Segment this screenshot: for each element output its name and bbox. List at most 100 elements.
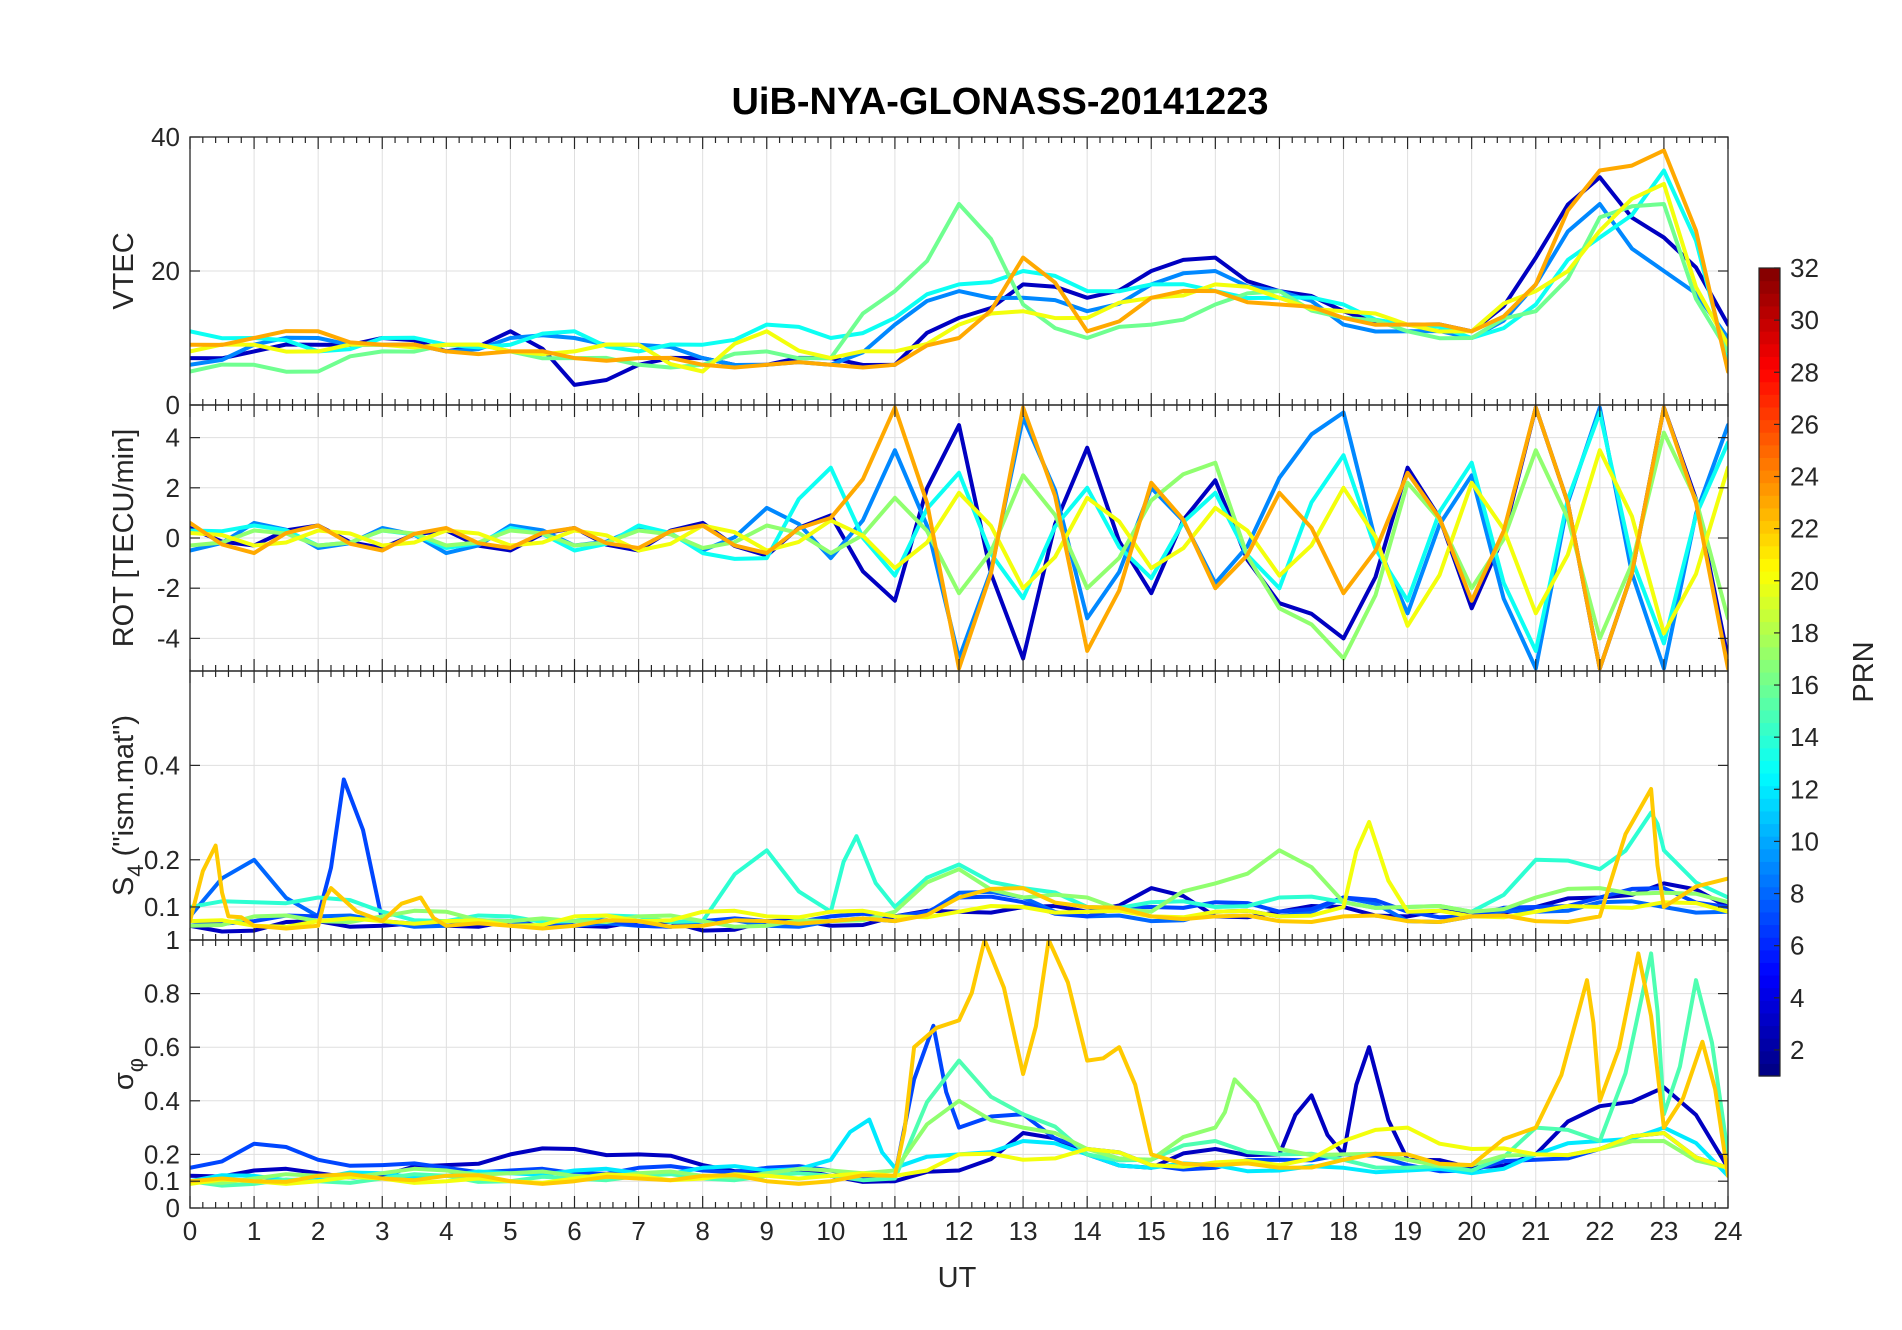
colorbar-segment bbox=[1759, 305, 1780, 320]
colorbar-tick-label: 26 bbox=[1790, 409, 1819, 439]
colorbar-tick-label: 18 bbox=[1790, 618, 1819, 648]
colorbar-segment bbox=[1759, 646, 1780, 660]
colorbar-segment bbox=[1759, 495, 1780, 509]
colorbar-segment bbox=[1759, 280, 1780, 294]
colorbar-segment bbox=[1759, 419, 1780, 433]
colorbar-tick-label: 8 bbox=[1790, 879, 1804, 909]
series-line-prn-23 bbox=[190, 148, 1728, 374]
colorbar-segment bbox=[1759, 697, 1780, 711]
colorbar-tick-label: 12 bbox=[1790, 774, 1819, 804]
x-tick-label: 23 bbox=[1649, 1216, 1678, 1246]
y-tick-label: 20 bbox=[151, 256, 180, 286]
y-tick-label: 0.1 bbox=[144, 892, 180, 922]
colorbar-segment bbox=[1759, 369, 1780, 383]
x-tick-label: 14 bbox=[1073, 1216, 1102, 1246]
y-tick-label: 0.2 bbox=[144, 845, 180, 875]
y-axis-label-s4: S4 ("ism.mat") bbox=[108, 715, 148, 896]
colorbar-segment bbox=[1759, 470, 1780, 484]
colorbar-segment bbox=[1759, 482, 1780, 496]
y-tick-label: 0.4 bbox=[144, 750, 180, 780]
colorbar-tick-label: 6 bbox=[1790, 931, 1804, 961]
colorbar-segment bbox=[1759, 394, 1780, 408]
x-tick-label: 7 bbox=[631, 1216, 645, 1246]
series-group-vtec bbox=[190, 148, 1728, 387]
colorbar-segment bbox=[1759, 571, 1780, 585]
colorbar-segment bbox=[1759, 1050, 1780, 1064]
colorbar-segment bbox=[1759, 343, 1780, 357]
x-tick-label: 15 bbox=[1137, 1216, 1166, 1246]
colorbar-segment bbox=[1759, 356, 1780, 370]
x-tick-label: 5 bbox=[503, 1216, 517, 1246]
y-tick-label: 40 bbox=[151, 122, 180, 152]
colorbar-segment bbox=[1759, 318, 1780, 332]
colorbar-segment bbox=[1759, 659, 1780, 673]
y-axis-label-rot: ROT [TECU/min] bbox=[108, 429, 140, 648]
colorbar-segment bbox=[1759, 899, 1780, 913]
x-tick-label: 21 bbox=[1521, 1216, 1550, 1246]
colorbar-tick-label: 14 bbox=[1790, 722, 1819, 752]
x-minor-ticks-sigma bbox=[189, 940, 1729, 1208]
x-tick-label: 2 bbox=[311, 1216, 325, 1246]
y-tick-label: 0.2 bbox=[144, 1139, 180, 1169]
colorbar-segment bbox=[1759, 722, 1780, 736]
y-tick-label: 0.8 bbox=[144, 979, 180, 1009]
series-line-prn-20 bbox=[190, 448, 1728, 636]
x-tick-label: 12 bbox=[945, 1216, 974, 1246]
colorbar-segment bbox=[1759, 672, 1780, 686]
x-tick-label: 18 bbox=[1329, 1216, 1358, 1246]
series-line-prn-20 bbox=[190, 820, 1728, 929]
series-line-prn-20 bbox=[190, 1125, 1728, 1186]
series-line-prn-13 bbox=[190, 410, 1728, 653]
y-tick-label: 0 bbox=[166, 523, 180, 553]
colorbar-segment bbox=[1759, 848, 1780, 862]
colorbar-segment bbox=[1759, 520, 1780, 534]
x-axis-label: UT bbox=[938, 1262, 977, 1294]
x-tick-label: 13 bbox=[1009, 1216, 1038, 1246]
colorbar-segment bbox=[1759, 836, 1780, 850]
x-tick-label: 22 bbox=[1585, 1216, 1614, 1246]
chart-title: UiB-NYA-GLONASS-20141223 bbox=[731, 81, 1268, 123]
colorbar-segment bbox=[1759, 608, 1780, 623]
colorbar-segment bbox=[1759, 268, 1780, 282]
x-tick-label: 17 bbox=[1265, 1216, 1294, 1246]
series-line-prn-17 bbox=[190, 430, 1728, 661]
x-tick-label: 6 bbox=[567, 1216, 581, 1246]
series-group-s4 bbox=[190, 777, 1728, 934]
colorbar-segment bbox=[1759, 684, 1780, 698]
colorbar-tick-label: 32 bbox=[1790, 253, 1819, 283]
colorbar-segment bbox=[1759, 293, 1780, 307]
colorbar-segment bbox=[1759, 773, 1780, 787]
panel-vtec: 0 20 40 VTEC bbox=[108, 122, 1729, 420]
y-tick-label: 0 bbox=[166, 1193, 180, 1223]
series-group-sigma bbox=[190, 940, 1728, 1188]
panel-sigma: 00.10.2 0.4 0.6 0.8 1 σφ bbox=[108, 925, 1729, 1223]
grid-vtec bbox=[189, 136, 1729, 406]
colorbar-segment bbox=[1759, 949, 1780, 963]
series-line-prn-22 bbox=[190, 787, 1728, 931]
colorbar-tick-label: 2 bbox=[1790, 1035, 1804, 1065]
colorbar-segment bbox=[1759, 1063, 1780, 1077]
panel-rot: -4 -2 0 2 4 ROT [TECU/min] bbox=[108, 404, 1729, 672]
colorbar-segment bbox=[1759, 874, 1780, 888]
x-minor-ticks-vtec bbox=[189, 137, 1729, 405]
colorbar-box bbox=[1758, 267, 1781, 1077]
x-tick-label: 4 bbox=[439, 1216, 453, 1246]
colorbar-segment bbox=[1759, 962, 1780, 976]
colorbar-segment bbox=[1759, 924, 1780, 938]
colorbar-tick-label: 24 bbox=[1790, 462, 1819, 492]
colorbar-segment bbox=[1759, 987, 1780, 1001]
y-axis-label-vtec: VTEC bbox=[108, 232, 140, 309]
y-axis-label-sigma: σφ bbox=[108, 1058, 148, 1090]
colorbar-segment bbox=[1759, 457, 1780, 471]
x-tick-label: 8 bbox=[695, 1216, 709, 1246]
colorbar-segment bbox=[1759, 1000, 1780, 1014]
y-tick-label: 2 bbox=[166, 473, 180, 503]
x-tick-label: 1 bbox=[247, 1216, 261, 1246]
colorbar-segment bbox=[1759, 596, 1780, 610]
colorbar-segment bbox=[1759, 432, 1780, 446]
colorbar-segment bbox=[1759, 861, 1780, 875]
x-tick-labels: 0 1 2 3 4 5 6 7 8 9 10 11 12 13 14 15 16 17 18 19 20 21 22 23 24 bbox=[183, 1216, 1743, 1246]
x-minor-ticks-s4 bbox=[189, 671, 1729, 940]
colorbar-segment bbox=[1759, 1012, 1780, 1027]
